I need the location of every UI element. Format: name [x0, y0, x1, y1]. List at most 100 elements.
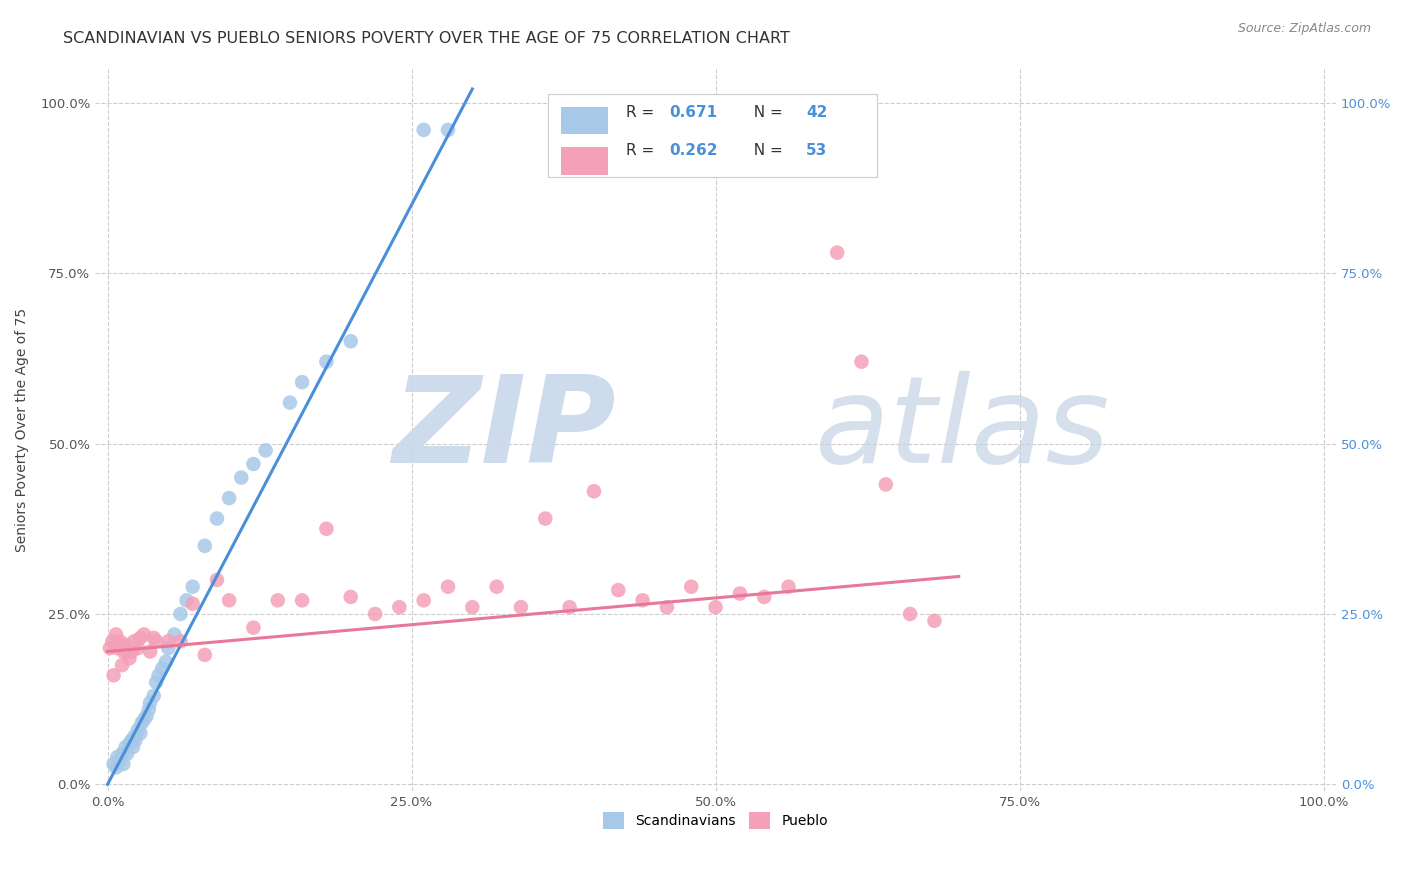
Point	[704, 600, 727, 615]
Point	[129, 726, 152, 740]
Point	[194, 648, 217, 662]
Point	[103, 668, 125, 682]
Point	[108, 754, 131, 768]
Y-axis label: Seniors Poverty Over the Age of 75: Seniors Poverty Over the Age of 75	[15, 308, 30, 552]
Point	[218, 491, 240, 505]
Point	[631, 593, 654, 607]
Point	[558, 600, 581, 615]
Point	[127, 723, 149, 737]
Text: 0.262: 0.262	[669, 143, 718, 158]
Point	[437, 123, 460, 137]
Point	[115, 747, 138, 761]
Point	[155, 655, 177, 669]
Point	[139, 644, 162, 658]
Point	[388, 600, 411, 615]
Point	[485, 580, 508, 594]
Point	[315, 355, 337, 369]
Point	[139, 696, 162, 710]
Point	[205, 511, 228, 525]
Point	[131, 716, 153, 731]
Point	[607, 583, 630, 598]
Point	[778, 580, 800, 594]
Point	[412, 593, 434, 607]
Point	[145, 634, 167, 648]
Text: N =: N =	[744, 104, 787, 120]
Point	[150, 661, 173, 675]
Point	[105, 641, 128, 656]
Point	[127, 641, 149, 656]
Point	[118, 651, 141, 665]
Point	[118, 737, 141, 751]
Point	[851, 355, 873, 369]
Point	[114, 638, 136, 652]
Point	[114, 739, 136, 754]
Point	[412, 123, 434, 137]
Point	[122, 739, 145, 754]
Point	[754, 590, 776, 604]
Text: R =: R =	[626, 143, 659, 158]
Point	[181, 580, 204, 594]
Point	[681, 580, 703, 594]
Point	[111, 747, 134, 761]
Point	[138, 702, 160, 716]
Point	[115, 644, 138, 658]
Point	[105, 750, 128, 764]
FancyBboxPatch shape	[548, 94, 877, 177]
Point	[157, 641, 180, 656]
Point	[142, 631, 165, 645]
Text: atlas: atlas	[815, 371, 1111, 489]
Point	[176, 593, 198, 607]
Point	[655, 600, 678, 615]
Point	[169, 634, 191, 648]
Point	[135, 709, 157, 723]
Point	[101, 634, 124, 648]
Point	[112, 644, 135, 658]
Point	[142, 689, 165, 703]
Text: N =: N =	[744, 143, 787, 158]
Point	[924, 614, 946, 628]
Point	[242, 457, 264, 471]
Point	[105, 760, 128, 774]
Point	[364, 607, 387, 621]
Point	[898, 607, 921, 621]
Point	[582, 484, 605, 499]
Legend: Scandinavians, Pueblo: Scandinavians, Pueblo	[598, 807, 834, 835]
Point	[111, 658, 134, 673]
Point	[105, 627, 128, 641]
Text: 0.671: 0.671	[669, 104, 718, 120]
Point	[181, 597, 204, 611]
Point	[278, 395, 301, 409]
Point	[461, 600, 484, 615]
Text: ZIP: ZIP	[392, 371, 616, 489]
Point	[254, 443, 277, 458]
Point	[291, 375, 314, 389]
Point	[108, 634, 131, 648]
Point	[157, 634, 180, 648]
FancyBboxPatch shape	[561, 107, 607, 135]
Point	[231, 470, 253, 484]
Point	[825, 245, 848, 260]
Point	[242, 621, 264, 635]
Text: 53: 53	[806, 143, 827, 158]
Text: R =: R =	[626, 104, 659, 120]
Text: SCANDINAVIAN VS PUEBLO SENIORS POVERTY OVER THE AGE OF 75 CORRELATION CHART: SCANDINAVIAN VS PUEBLO SENIORS POVERTY O…	[63, 31, 790, 46]
Point	[112, 756, 135, 771]
Point	[875, 477, 897, 491]
Point	[510, 600, 533, 615]
Point	[129, 631, 152, 645]
Point	[121, 733, 143, 747]
Point	[194, 539, 217, 553]
Point	[534, 511, 557, 525]
Text: 42: 42	[806, 104, 828, 120]
Point	[124, 733, 146, 747]
Point	[339, 590, 361, 604]
Point	[132, 627, 155, 641]
Point	[437, 580, 460, 594]
Point	[169, 607, 191, 621]
Text: Source: ZipAtlas.com: Source: ZipAtlas.com	[1237, 22, 1371, 36]
Point	[218, 593, 240, 607]
Point	[145, 675, 167, 690]
Point	[205, 573, 228, 587]
Point	[339, 334, 361, 349]
Point	[163, 627, 186, 641]
